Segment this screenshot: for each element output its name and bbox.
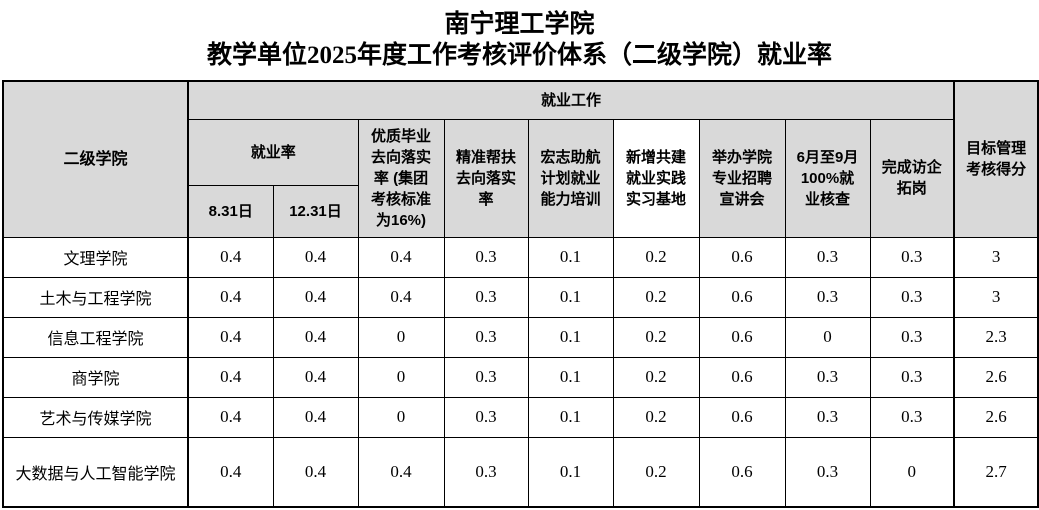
value-cell: 0.1: [527, 276, 614, 318]
college-name-cell: 信息工程学院: [2, 316, 189, 358]
value-cell: 0.1: [527, 236, 614, 278]
value-cell: 0.3: [869, 276, 955, 318]
header-row-tasks: 就业率 优质毕业去向落实率 (集团考核标准为16%) 精准帮扶去向落实率 宏志助…: [3, 118, 1038, 238]
value-cell: 0.6: [698, 436, 786, 508]
value-cell: 0.4: [272, 316, 359, 358]
value-cell: 0.4: [272, 356, 359, 398]
score-cell: 3: [953, 276, 1039, 318]
value-cell: 0.3: [869, 316, 955, 358]
value-cell: 0.1: [527, 396, 614, 438]
table-row: 商学院 0.4 0.4 0 0.3 0.1 0.2 0.6 0.3 0.3 2.…: [2, 356, 1039, 398]
value-cell: 0.3: [869, 396, 955, 438]
header-date-dec31: 12.31日: [272, 184, 359, 238]
value-cell: 0.2: [612, 316, 700, 358]
table-row: 文理学院 0.4 0.4 0.4 0.3 0.1 0.2 0.6 0.3 0.3…: [2, 236, 1039, 278]
value-cell: 0.3: [784, 276, 871, 318]
value-cell: 0.4: [357, 236, 445, 278]
value-cell: 0.2: [612, 396, 700, 438]
header-company-visits: 完成访企拓岗: [869, 118, 955, 238]
header-hongzhi-training: 宏志助航计划就业能力培训: [527, 118, 614, 238]
value-cell: 0.6: [698, 276, 786, 318]
header-new-practice-bases: 新增共建就业实践实习基地: [612, 118, 700, 238]
value-cell: 0.6: [698, 356, 786, 398]
value-cell: 0.1: [527, 436, 614, 508]
value-cell: 0.2: [612, 436, 700, 508]
header-recruitment-fairs: 举办学院专业招聘宣讲会: [698, 118, 786, 238]
header-precise-support-rate: 精准帮扶去向落实率: [443, 118, 529, 238]
score-cell: 2.3: [953, 316, 1039, 358]
value-cell: 0.3: [443, 396, 529, 438]
title-line-2: 教学单位2025年度工作考核评价体系（二级学院）就业率: [206, 42, 832, 69]
value-cell: 0.4: [187, 316, 274, 358]
value-cell: 0.3: [784, 396, 871, 438]
header-jun-sep-verification: 6月至9月100%就业核查: [784, 118, 871, 238]
score-column-header: 目标管理考核得分: [953, 80, 1039, 238]
value-cell: 0.4: [357, 436, 445, 508]
table-row: 艺术与传媒学院 0.4 0.4 0 0.3 0.1 0.2 0.6 0.3 0.…: [2, 396, 1039, 438]
header-date-aug31: 8.31日: [187, 184, 274, 238]
value-cell: 0.4: [187, 276, 274, 318]
value-cell: 0.3: [784, 236, 871, 278]
college-name-cell: 大数据与人工智能学院: [2, 436, 189, 508]
value-cell: 0.4: [272, 396, 359, 438]
value-cell: 0.3: [443, 236, 529, 278]
value-cell: 0.1: [527, 316, 614, 358]
value-cell: 0.4: [272, 276, 359, 318]
value-cell: 0.4: [187, 436, 274, 508]
value-cell: 0.6: [698, 396, 786, 438]
value-cell: 0.4: [187, 236, 274, 278]
score-cell: 3: [953, 236, 1039, 278]
college-name-cell: 商学院: [2, 356, 189, 398]
score-cell: 2.6: [953, 356, 1039, 398]
college-name-cell: 艺术与传媒学院: [2, 396, 189, 438]
table-row: 大数据与人工智能学院 0.4 0.4 0.4 0.3 0.1 0.2 0.6 0…: [2, 436, 1039, 508]
value-cell: 0: [784, 316, 871, 358]
value-cell: 0.3: [869, 356, 955, 398]
value-cell: 0.6: [698, 236, 786, 278]
value-cell: 0.3: [784, 436, 871, 508]
employment-work-group-header: 就业工作: [187, 80, 955, 120]
employment-rate-header: 就业率: [187, 118, 359, 186]
value-cell: 0.3: [869, 236, 955, 278]
header-row-dates: 8.31日 12.31日: [3, 184, 1038, 238]
value-cell: 0: [357, 356, 445, 398]
table-row: 土木与工程学院 0.4 0.4 0.4 0.3 0.1 0.2 0.6 0.3 …: [2, 276, 1039, 318]
value-cell: 0.6: [698, 316, 786, 358]
college-name-cell: 文理学院: [2, 236, 189, 278]
value-cell: 0.3: [443, 316, 529, 358]
college-column-header: 二级学院: [2, 80, 189, 238]
value-cell: 0.2: [612, 356, 700, 398]
value-cell: 0.3: [443, 276, 529, 318]
value-cell: 0: [357, 396, 445, 438]
value-cell: 0.4: [357, 276, 445, 318]
table-row: 信息工程学院 0.4 0.4 0 0.3 0.1 0.2 0.6 0 0.3 2…: [2, 316, 1039, 358]
value-cell: 0.4: [187, 396, 274, 438]
title-line-1: 南宁理工学院: [444, 11, 595, 38]
college-name-cell: 土木与工程学院: [2, 276, 189, 318]
header-quality-placement-rate: 优质毕业去向落实率 (集团考核标准为16%): [357, 118, 445, 238]
value-cell: 0.3: [784, 356, 871, 398]
value-cell: 0.2: [612, 236, 700, 278]
value-cell: 0.4: [272, 436, 359, 508]
value-cell: 0.3: [443, 436, 529, 508]
score-cell: 2.6: [953, 396, 1039, 438]
value-cell: 0.3: [443, 356, 529, 398]
header-row-group: 二级学院 就业工作 目标管理考核得分: [2, 80, 1039, 238]
assessment-table: 二级学院 就业工作 目标管理考核得分 就业率 优质毕业去向落实率 (集团考核标准…: [2, 80, 1039, 508]
value-cell: 0.1: [527, 356, 614, 398]
value-cell: 0: [869, 436, 955, 508]
value-cell: 0: [357, 316, 445, 358]
value-cell: 0.4: [272, 236, 359, 278]
score-cell: 2.7: [953, 436, 1039, 508]
document-title: 南宁理工学院 教学单位2025年度工作考核评价体系（二级学院）就业率: [0, 0, 1039, 80]
value-cell: 0.4: [187, 356, 274, 398]
value-cell: 0.2: [612, 276, 700, 318]
